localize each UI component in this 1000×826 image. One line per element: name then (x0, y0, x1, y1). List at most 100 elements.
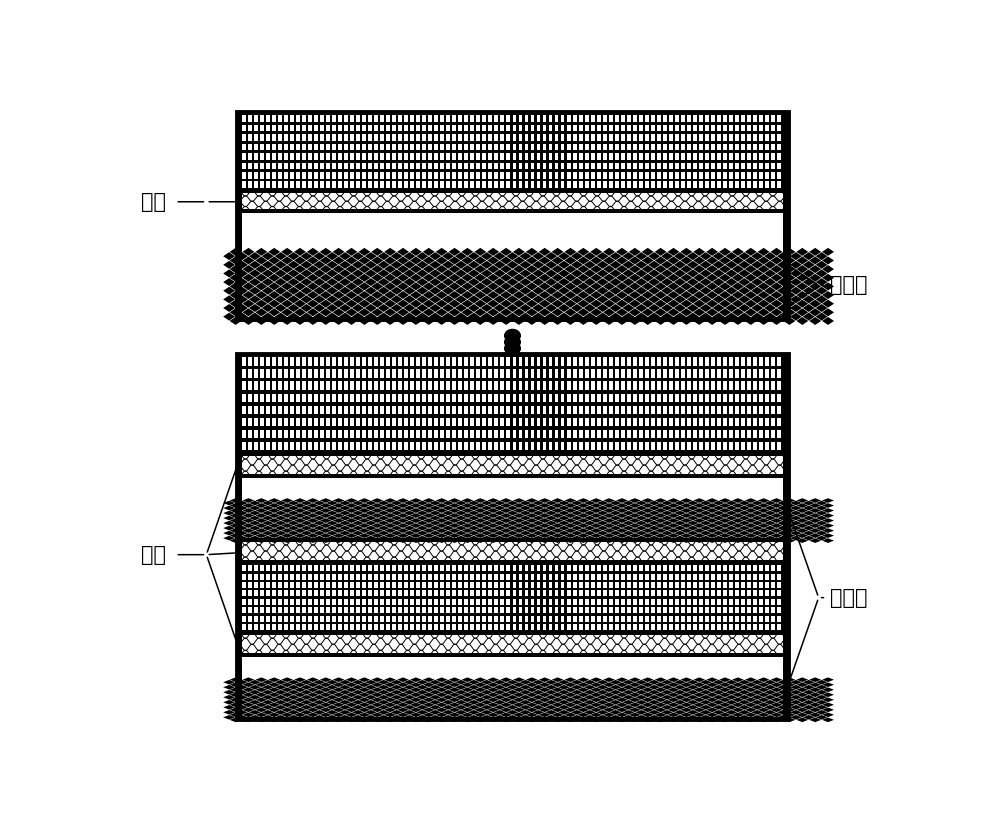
Bar (326, 615, 330, 622)
Polygon shape (713, 531, 725, 535)
Polygon shape (461, 282, 473, 291)
Bar (356, 615, 360, 622)
Polygon shape (519, 304, 531, 312)
Polygon shape (816, 506, 828, 510)
Bar (308, 358, 312, 366)
Bar (260, 442, 264, 450)
Bar (675, 442, 679, 450)
Bar (314, 134, 318, 140)
Bar (729, 565, 733, 571)
Bar (512, 430, 516, 439)
Bar (416, 125, 420, 131)
Bar (615, 393, 619, 402)
Bar (362, 442, 366, 450)
Bar (699, 369, 703, 377)
Polygon shape (474, 539, 486, 543)
Polygon shape (223, 278, 235, 286)
Bar (621, 125, 625, 131)
Bar (254, 624, 258, 630)
Polygon shape (294, 503, 306, 508)
Bar (747, 624, 751, 630)
Bar (326, 358, 330, 366)
Bar (290, 582, 294, 588)
Bar (338, 134, 342, 140)
Bar (693, 615, 697, 622)
Polygon shape (565, 317, 576, 325)
Polygon shape (416, 287, 428, 295)
Bar (458, 573, 462, 580)
Bar (398, 182, 402, 188)
Polygon shape (519, 287, 531, 295)
Bar (675, 134, 679, 140)
Polygon shape (816, 685, 828, 690)
Bar (633, 615, 637, 622)
Polygon shape (455, 269, 467, 278)
Bar (272, 163, 276, 169)
Polygon shape (288, 685, 299, 690)
Bar (284, 125, 288, 131)
Polygon shape (223, 690, 235, 695)
Bar (338, 182, 342, 188)
Bar (488, 418, 492, 426)
Bar (561, 565, 564, 571)
Polygon shape (758, 282, 770, 291)
Bar (440, 624, 444, 630)
Polygon shape (629, 273, 641, 282)
Bar (374, 573, 378, 580)
Polygon shape (468, 705, 480, 710)
Bar (723, 144, 727, 150)
Polygon shape (545, 313, 557, 320)
Bar (741, 582, 745, 588)
Polygon shape (745, 682, 757, 687)
Polygon shape (468, 287, 480, 295)
Bar (266, 573, 270, 580)
Bar (512, 144, 516, 150)
Polygon shape (365, 536, 377, 540)
Polygon shape (507, 536, 518, 540)
Polygon shape (262, 685, 274, 690)
Bar (296, 442, 300, 450)
Bar (428, 182, 432, 188)
Polygon shape (577, 248, 589, 256)
Bar (326, 591, 330, 596)
Polygon shape (300, 510, 312, 515)
Bar (254, 163, 258, 169)
Bar (531, 573, 534, 580)
Polygon shape (616, 713, 628, 717)
Polygon shape (243, 518, 254, 523)
Bar (705, 144, 709, 150)
Polygon shape (545, 510, 557, 515)
Bar (567, 144, 571, 150)
Polygon shape (610, 715, 621, 719)
Polygon shape (796, 718, 808, 722)
Polygon shape (790, 287, 802, 295)
Polygon shape (294, 498, 306, 503)
Bar (579, 406, 583, 414)
Polygon shape (507, 695, 518, 700)
Polygon shape (243, 265, 254, 273)
Polygon shape (783, 534, 795, 538)
Bar (494, 182, 498, 188)
Bar (639, 393, 643, 402)
Polygon shape (552, 524, 564, 528)
Bar (308, 615, 312, 622)
Bar (573, 182, 577, 188)
Bar (308, 430, 312, 439)
Polygon shape (384, 534, 396, 538)
Bar (747, 582, 751, 588)
Polygon shape (513, 273, 525, 282)
Bar (440, 358, 444, 366)
Bar (627, 573, 631, 580)
Polygon shape (275, 278, 287, 286)
Polygon shape (378, 526, 390, 530)
Bar (759, 163, 763, 169)
Polygon shape (519, 252, 531, 260)
Bar (506, 115, 510, 121)
Polygon shape (822, 518, 834, 523)
Polygon shape (384, 291, 396, 299)
Bar (627, 565, 631, 571)
Polygon shape (236, 501, 248, 506)
Bar (651, 163, 655, 169)
Polygon shape (803, 287, 815, 295)
Polygon shape (494, 690, 506, 695)
